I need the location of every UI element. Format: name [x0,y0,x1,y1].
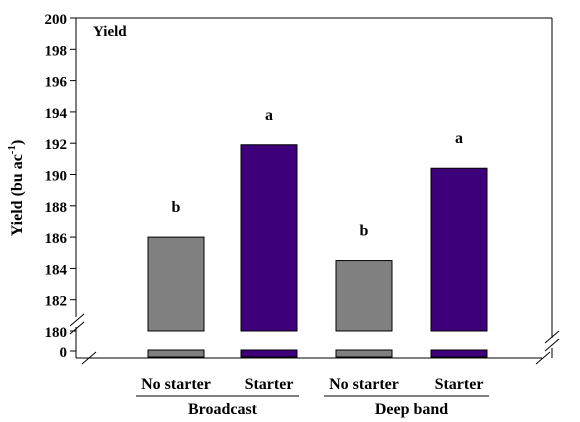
y-break-mark-top [69,313,85,327]
bar-base-segment [335,349,393,358]
y-tick-label: 184 [45,262,68,278]
significance-letter: b [172,199,181,216]
y-tick-label: 194 [45,106,68,122]
y-tick-label: 192 [45,137,68,153]
y-tick-label: 188 [45,200,68,216]
group-label: Deep band [375,401,448,418]
y-break-mark-bottom [69,321,85,335]
bar [335,260,393,332]
labels: b No starter a Starter b No starter a Starter Br… [136,107,489,418]
significance-letter: a [455,130,463,147]
y-axis-label-suffix: ) [9,140,26,145]
bar-base-segment [430,349,488,358]
y-tick-label: 198 [45,43,68,59]
y-tick-label: 0 [60,345,68,361]
x-tick-label: No starter [329,376,399,393]
right-break-mark-top [544,330,560,344]
group-label: Broadcast [188,401,258,418]
bars [147,144,488,358]
y-tick-label: 196 [45,75,68,91]
y-tick-label: 182 [45,294,68,310]
bar-base-segment [147,349,205,358]
right-break-mark-bottom [544,338,560,352]
y-tick-label: 190 [45,169,68,185]
bar-base-segment [240,349,298,358]
axes: 180 182 184 186 188 190 192 194 196 198 200 0 [45,12,560,365]
y-axis-label: Yield (bu ac-1) [6,140,26,237]
bar [430,167,488,332]
chart-title: Yield [93,24,127,40]
significance-letter: b [360,223,369,240]
y-tick-label: 186 [45,231,68,247]
y-tick-label: 200 [45,12,68,28]
bar [147,236,205,332]
x-tick-label: Starter [245,376,294,393]
x-break-mark-left [81,351,97,365]
significance-letter: a [265,107,273,124]
bar [240,144,298,332]
x-break-mark-right [535,351,551,365]
x-tick-label: Starter [435,376,484,393]
x-tick-label: No starter [141,376,211,393]
y-tick-label: 180 [45,325,68,341]
y-axis-label-main: Yield (bu ac [9,154,26,236]
y-axis-label-superscript: -1 [6,145,18,154]
